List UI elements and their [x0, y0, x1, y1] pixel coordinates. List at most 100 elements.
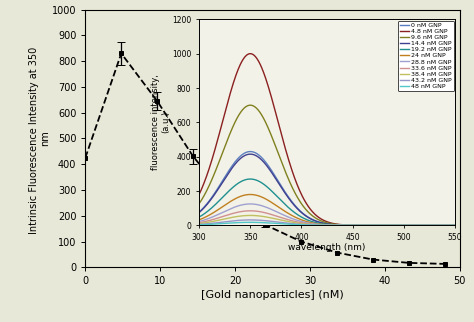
9.6 nM GNP	[196, 202, 202, 206]
14.4 nM GNP	[349, 223, 355, 227]
43.2 nM GNP	[447, 223, 452, 227]
28.8 nM GNP	[247, 202, 253, 206]
4.8 nM GNP	[349, 223, 355, 227]
4.8 nM GNP	[452, 223, 458, 227]
X-axis label: wavelength (nm): wavelength (nm)	[288, 243, 366, 252]
4.8 nM GNP	[319, 217, 324, 221]
14.4 nM GNP	[407, 223, 412, 227]
24 nM GNP	[452, 223, 458, 227]
4.8 nM GNP	[247, 52, 253, 56]
24 nM GNP	[335, 223, 341, 227]
14.4 nM GNP	[319, 221, 324, 225]
24 nM GNP	[247, 193, 253, 196]
43.2 nM GNP	[319, 223, 324, 227]
Line: 19.2 nM GNP: 19.2 nM GNP	[199, 179, 455, 225]
43.2 nM GNP	[349, 223, 355, 227]
14.4 nM GNP	[447, 223, 452, 227]
33.6 nM GNP	[247, 209, 253, 213]
24 nM GNP	[447, 223, 452, 227]
48 nM GNP	[319, 223, 324, 227]
4.8 nM GNP	[407, 223, 412, 227]
9.6 nM GNP	[407, 223, 412, 227]
Line: 38.4 nM GNP: 38.4 nM GNP	[199, 215, 455, 225]
19.2 nM GNP	[349, 223, 355, 227]
4.8 nM GNP	[320, 218, 326, 222]
0 nM GNP	[407, 223, 412, 227]
9.6 nM GNP	[335, 223, 341, 227]
0 nM GNP	[452, 223, 458, 227]
33.6 nM GNP	[447, 223, 452, 227]
19.2 nM GNP	[447, 223, 452, 227]
4.8 nM GNP	[447, 223, 452, 227]
43.2 nM GNP	[196, 223, 202, 226]
Line: 4.8 nM GNP: 4.8 nM GNP	[199, 54, 455, 225]
24 nM GNP	[319, 222, 324, 226]
24 nM GNP	[196, 218, 202, 222]
19.2 nM GNP	[335, 223, 341, 227]
Y-axis label: fluorescence intensity,
(a.u.): fluorescence intensity, (a.u.)	[151, 74, 171, 170]
Line: 0 nM GNP: 0 nM GNP	[199, 152, 455, 225]
33.6 nM GNP	[349, 223, 355, 227]
Line: 24 nM GNP: 24 nM GNP	[199, 194, 455, 225]
38.4 nM GNP	[196, 222, 202, 225]
14.4 nM GNP	[196, 211, 202, 214]
48 nM GNP	[452, 223, 458, 227]
38.4 nM GNP	[247, 213, 253, 217]
19.2 nM GNP	[452, 223, 458, 227]
28.8 nM GNP	[349, 223, 355, 227]
33.6 nM GNP	[320, 223, 326, 227]
0 nM GNP	[319, 221, 324, 224]
28.8 nM GNP	[407, 223, 412, 227]
38.4 nM GNP	[319, 223, 324, 227]
28.8 nM GNP	[335, 223, 341, 227]
33.6 nM GNP	[196, 221, 202, 225]
19.2 nM GNP	[320, 222, 326, 226]
Line: 43.2 nM GNP: 43.2 nM GNP	[199, 220, 455, 225]
14.4 nM GNP	[247, 152, 253, 156]
48 nM GNP	[247, 220, 253, 224]
38.4 nM GNP	[335, 223, 341, 227]
Line: 9.6 nM GNP: 9.6 nM GNP	[199, 105, 455, 225]
48 nM GNP	[407, 223, 412, 227]
0 nM GNP	[196, 210, 202, 214]
48 nM GNP	[320, 223, 326, 227]
19.2 nM GNP	[319, 222, 324, 226]
0 nM GNP	[447, 223, 452, 227]
0 nM GNP	[335, 223, 341, 227]
Line: 14.4 nM GNP: 14.4 nM GNP	[199, 154, 455, 225]
33.6 nM GNP	[335, 223, 341, 227]
14.4 nM GNP	[335, 223, 341, 227]
43.2 nM GNP	[452, 223, 458, 227]
19.2 nM GNP	[407, 223, 412, 227]
Legend: 0 nM GNP, 4.8 nM GNP, 9.6 nM GNP, 14.4 nM GNP, 19.2 nM GNP, 24 nM GNP, 28.8 nM G: 0 nM GNP, 4.8 nM GNP, 9.6 nM GNP, 14.4 n…	[398, 21, 454, 91]
43.2 nM GNP	[247, 218, 253, 222]
Line: 28.8 nM GNP: 28.8 nM GNP	[199, 204, 455, 225]
33.6 nM GNP	[452, 223, 458, 227]
43.2 nM GNP	[407, 223, 412, 227]
38.4 nM GNP	[452, 223, 458, 227]
9.6 nM GNP	[320, 220, 326, 223]
Line: 33.6 nM GNP: 33.6 nM GNP	[199, 211, 455, 225]
Line: 48 nM GNP: 48 nM GNP	[199, 222, 455, 225]
0 nM GNP	[349, 223, 355, 227]
14.4 nM GNP	[452, 223, 458, 227]
24 nM GNP	[320, 223, 326, 226]
43.2 nM GNP	[335, 223, 341, 227]
9.6 nM GNP	[319, 219, 324, 223]
24 nM GNP	[349, 223, 355, 227]
4.8 nM GNP	[335, 223, 341, 226]
48 nM GNP	[196, 223, 202, 227]
48 nM GNP	[447, 223, 452, 227]
19.2 nM GNP	[196, 215, 202, 219]
19.2 nM GNP	[247, 177, 253, 181]
38.4 nM GNP	[447, 223, 452, 227]
9.6 nM GNP	[447, 223, 452, 227]
9.6 nM GNP	[349, 223, 355, 227]
9.6 nM GNP	[247, 103, 253, 107]
28.8 nM GNP	[196, 220, 202, 223]
48 nM GNP	[349, 223, 355, 227]
28.8 nM GNP	[447, 223, 452, 227]
38.4 nM GNP	[407, 223, 412, 227]
43.2 nM GNP	[320, 223, 326, 227]
38.4 nM GNP	[349, 223, 355, 227]
